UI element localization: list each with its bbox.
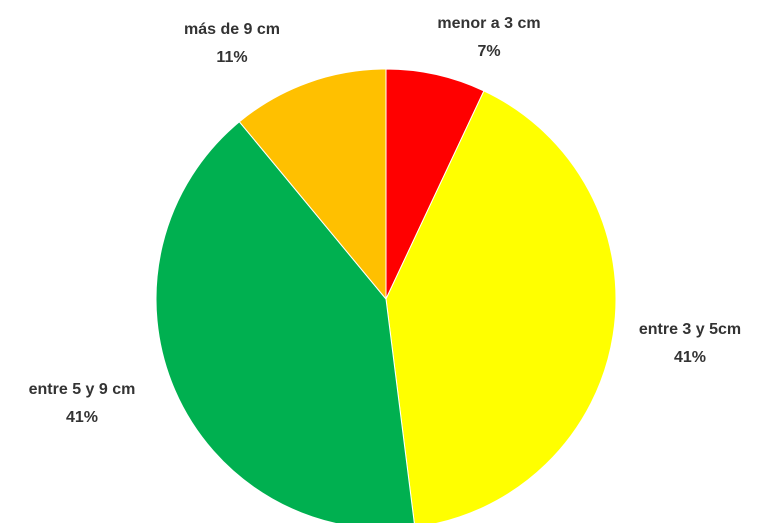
slice-category-label: entre 3 y 5cm [639, 321, 741, 338]
pie-slice [385, 90, 617, 523]
pie-slice [385, 68, 485, 300]
slice-value-label: 11% [216, 49, 247, 66]
slice-value-label: 7% [477, 43, 500, 60]
slice-value-label: 41% [674, 349, 706, 366]
slice-category-label: entre 5 y 9 cm [29, 381, 136, 398]
slice-category-label: más de 9 cm [184, 21, 280, 38]
pie-slice [238, 68, 387, 301]
slice-category-label: menor a 3 cm [437, 15, 540, 32]
slice-value-label: 41% [66, 409, 98, 426]
